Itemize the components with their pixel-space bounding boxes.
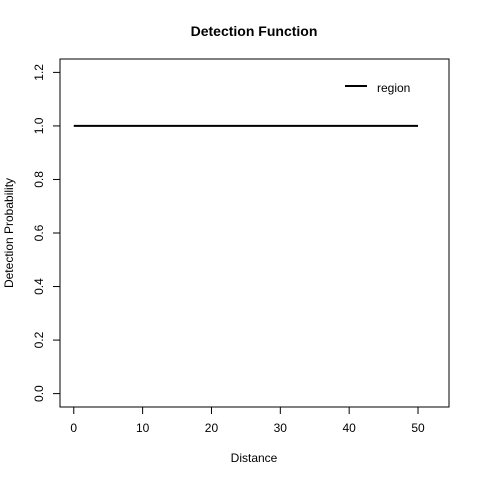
- y-tick-label: 0.8: [32, 171, 46, 188]
- x-tick-label: 50: [411, 421, 425, 435]
- y-tick-label: 1.0: [32, 117, 46, 134]
- x-tick-label: 0: [70, 421, 77, 435]
- x-tick-label: 30: [274, 421, 288, 435]
- y-axis: 0.0 0.2 0.4 0.6 0.8 1.0 1.2: [32, 64, 61, 402]
- chart-title: Detection Function: [191, 23, 318, 39]
- y-tick-label: 0.6: [32, 224, 46, 241]
- legend: region: [345, 81, 410, 95]
- y-axis-label: Detection Probability: [2, 178, 16, 288]
- x-tick-label: 20: [205, 421, 219, 435]
- x-axis-label: Distance: [231, 451, 278, 465]
- y-tick-label: 0.4: [32, 278, 46, 295]
- plot-frame: [59, 58, 450, 408]
- x-axis: 0 10 20 30 40 50: [70, 406, 425, 435]
- y-tick-label: 0.2: [32, 331, 46, 348]
- legend-label-region: region: [377, 81, 410, 95]
- x-tick-label: 40: [342, 421, 356, 435]
- y-tick-label: 0.0: [32, 385, 46, 402]
- y-tick-label: 1.2: [32, 64, 46, 81]
- x-tick-label: 10: [136, 421, 150, 435]
